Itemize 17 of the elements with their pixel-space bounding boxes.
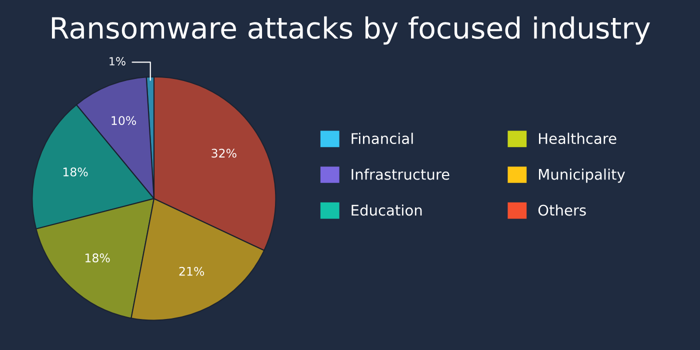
chart-title: Ransomware attacks by focused industry — [52, 16, 650, 45]
legend-label: Healthcare — [539, 132, 616, 144]
data-label: 21% — [179, 266, 204, 276]
data-label: 18% — [63, 168, 88, 176]
legend-label: Financial — [352, 132, 413, 144]
pie-slice — [130, 198, 265, 321]
data-label: 18% — [86, 253, 110, 262]
data-label: 1% — [110, 57, 126, 66]
data-label: 32% — [212, 148, 236, 158]
legend-label: Municipality — [539, 168, 625, 183]
pie-slice — [32, 104, 155, 230]
legend-label: Others — [538, 204, 586, 216]
data-label: 10% — [112, 116, 136, 126]
pie-slice — [153, 76, 276, 251]
pie-slice — [36, 198, 155, 319]
legend-label: Education — [352, 204, 422, 216]
legend-label: Infrastructure — [352, 168, 450, 180]
